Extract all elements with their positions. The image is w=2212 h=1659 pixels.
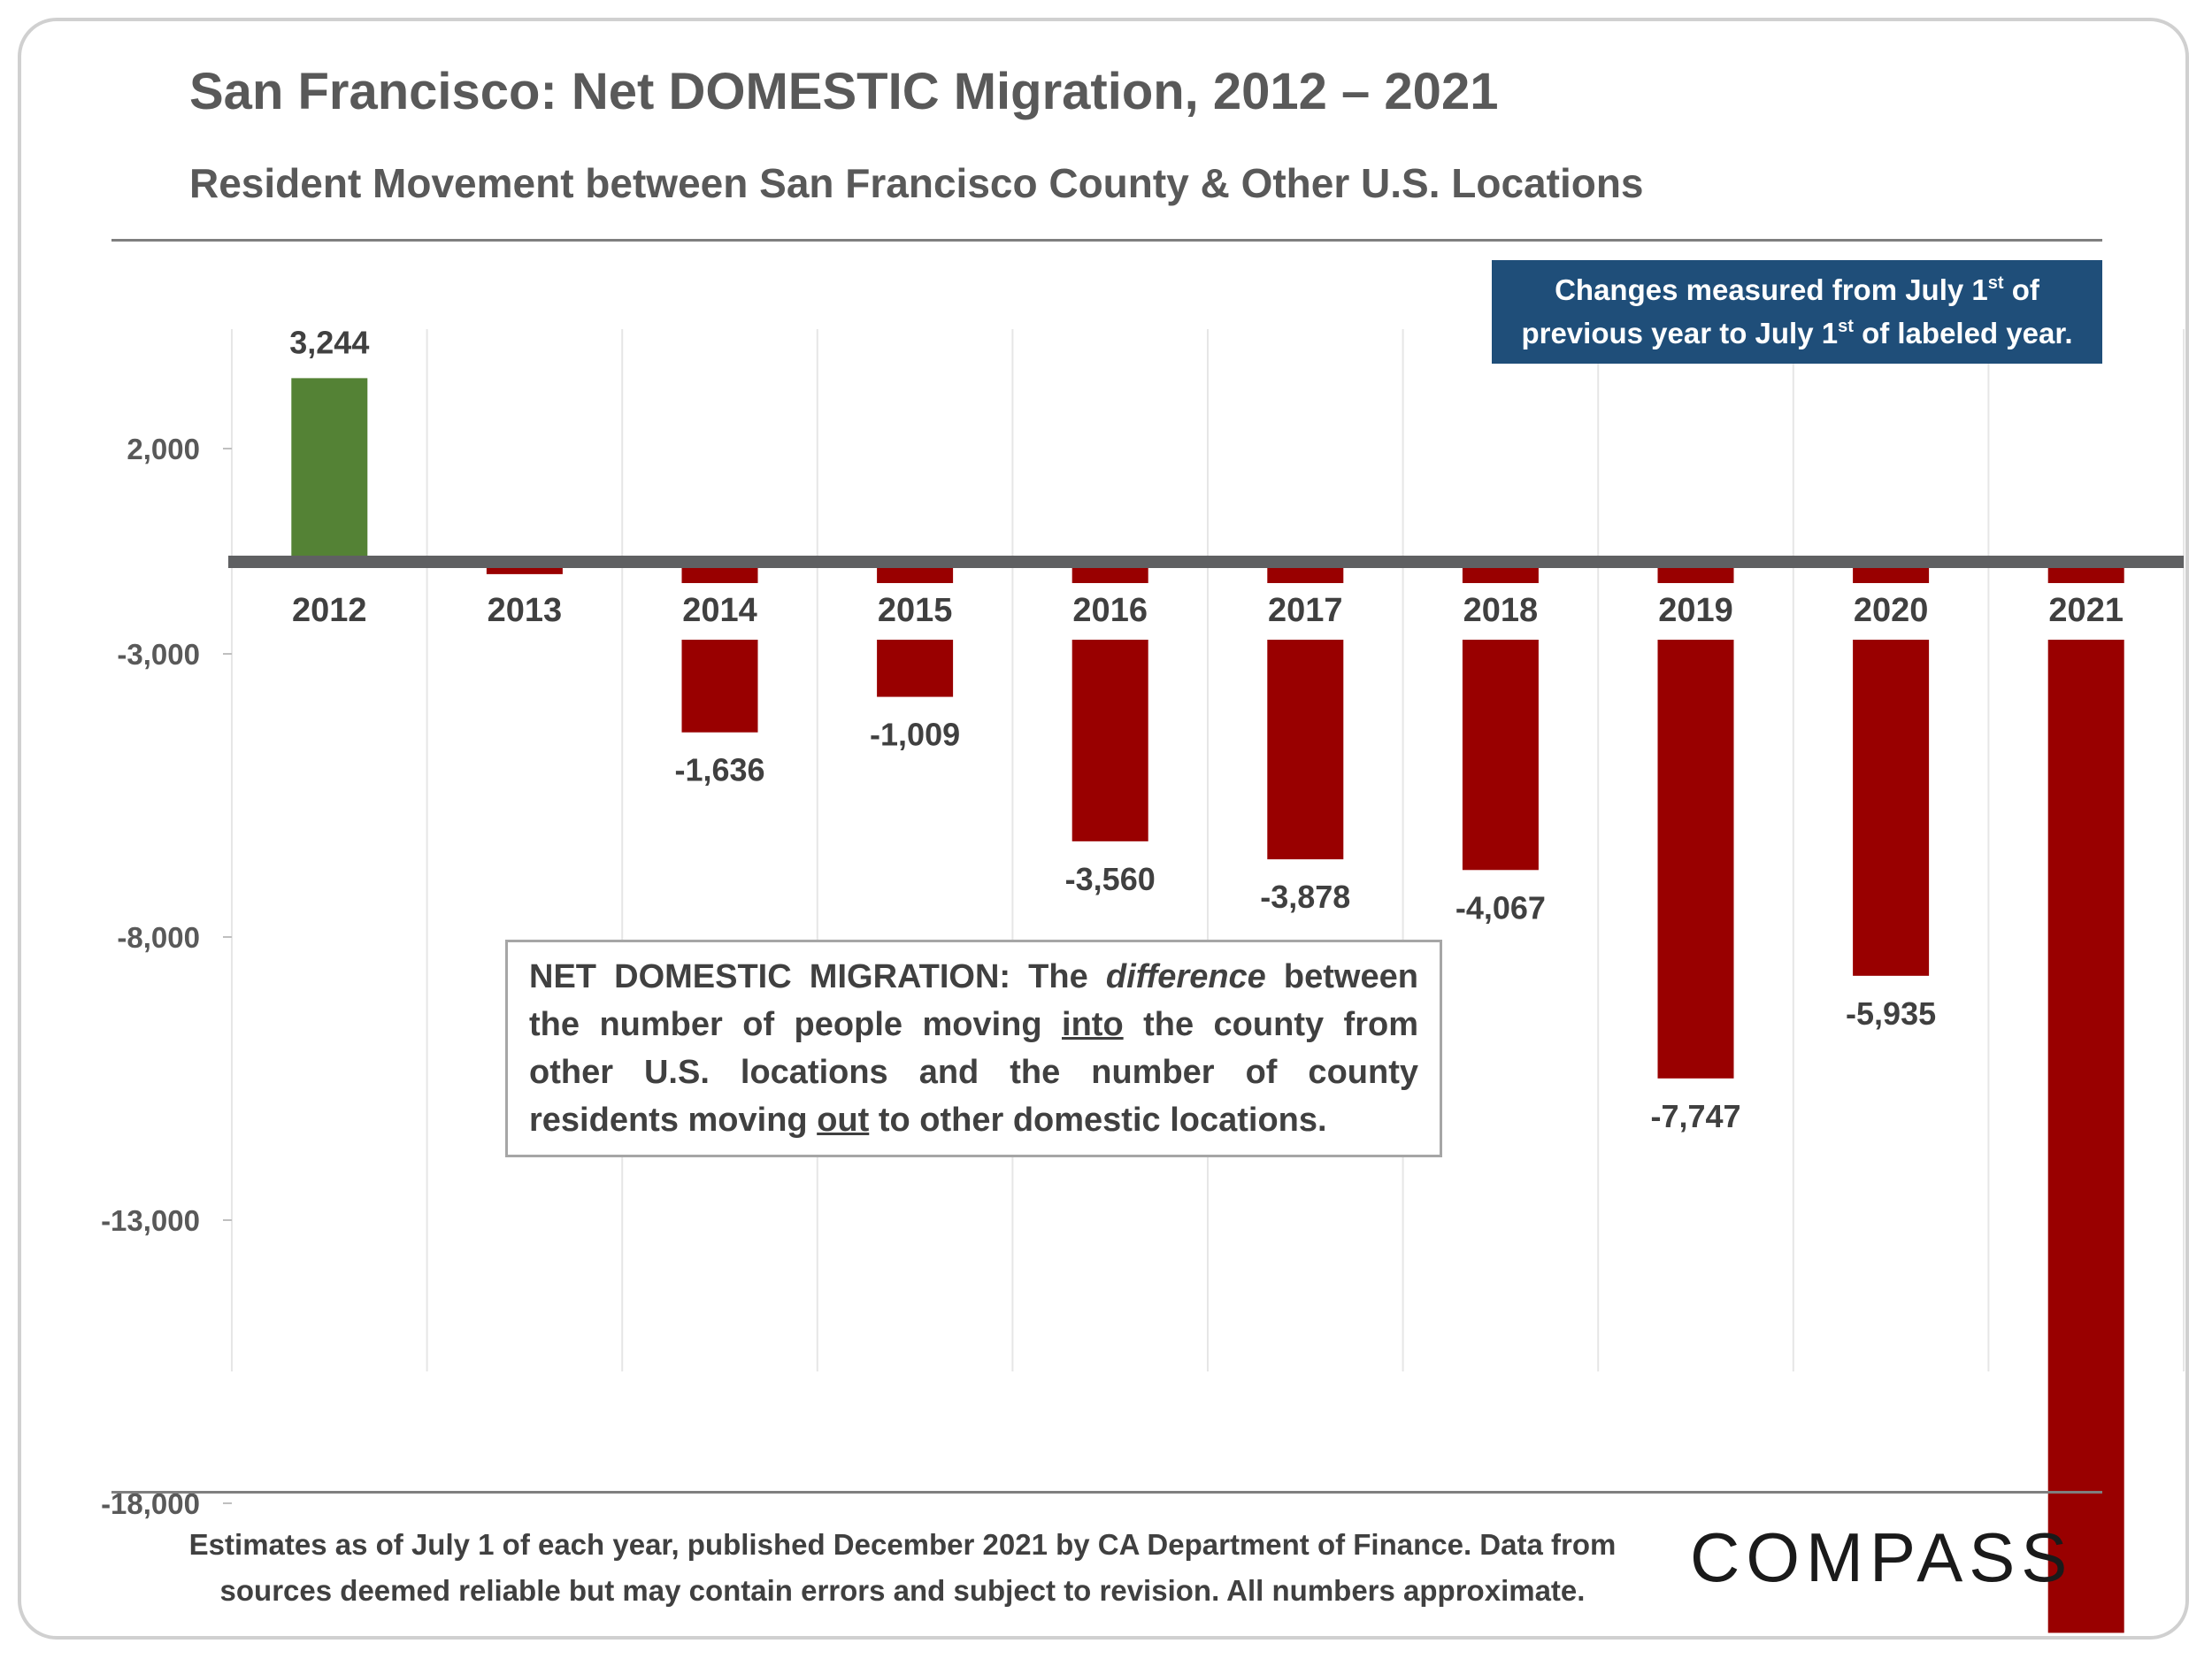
footer-divider	[111, 1491, 2102, 1494]
category-label: 2017	[1268, 592, 1343, 629]
chart-title: San Francisco: Net DOMESTIC Migration, 2…	[189, 63, 1499, 120]
y-axis: 2,000-3,000-8,000-13,000-18,000	[101, 433, 232, 1520]
bar-body-2016	[1071, 640, 1148, 841]
category-label: 2012	[292, 592, 367, 629]
footer-disclaimer: Estimates as of July 1 of each year, pub…	[177, 1522, 1628, 1614]
data-label: -5,935	[1846, 995, 1936, 1032]
category-label: 2016	[1072, 592, 1148, 629]
definition-text: The	[1010, 958, 1106, 995]
category-label: 2018	[1463, 592, 1539, 629]
footer-line-1: Estimates as of July 1 of each year, pub…	[188, 1528, 1617, 1561]
data-label: -1,636	[674, 752, 764, 788]
category-label: 2019	[1658, 592, 1733, 629]
measurement-note-line2: previous year to July 1st of labeled yea…	[1521, 317, 2073, 349]
definition-underline-out: out	[817, 1102, 870, 1139]
data-label: 3,244	[289, 324, 369, 360]
measurement-note-line1: Changes measured from July 1st of	[1555, 273, 2039, 306]
data-label: -17,538	[2032, 1652, 2140, 1659]
y-tick-label: -13,000	[101, 1204, 200, 1237]
bar-body-2014	[681, 640, 758, 733]
category-label: 2013	[488, 592, 563, 629]
definition-box: NET DOMESTIC MIGRATION: The difference b…	[505, 940, 1442, 1157]
grid-lines	[231, 329, 2185, 1371]
bar-body-2020	[1853, 640, 1930, 976]
data-label: -4,067	[1455, 889, 1546, 926]
definition-text: the county from other U.S. locations and…	[529, 1006, 1418, 1139]
definition-emphasis: difference	[1105, 958, 1266, 995]
bar-body-2015	[877, 640, 954, 697]
definition-underline-into: into	[1062, 1006, 1124, 1043]
data-labels: 2012 2013 2014 2015 2016 2017 2018 2019 2020 2021…	[289, 324, 2140, 1659]
data-label: -1,009	[870, 717, 960, 753]
bar-body-2018	[1462, 640, 1539, 871]
zero-baseline	[228, 556, 2184, 568]
y-tick-label: 2,000	[127, 433, 200, 465]
definition-term: NET DOMESTIC MIGRATION:	[529, 958, 1011, 995]
chart-subtitle: Resident Movement between San Francisco …	[189, 160, 1644, 206]
category-label: 2014	[682, 592, 757, 629]
data-label: -3,878	[1260, 879, 1350, 915]
category-label: 2020	[1854, 592, 1929, 629]
compass-logo: COMPASS	[1690, 1518, 2074, 1596]
bar-2012	[291, 378, 368, 562]
measurement-note: Changes measured from July 1st of previo…	[1492, 260, 2102, 364]
bars	[228, 378, 2184, 1633]
y-tick-label: -8,000	[117, 921, 200, 954]
footer-line-2: sources deemed reliable but may contain …	[219, 1574, 1586, 1607]
category-label: 2015	[878, 592, 953, 629]
bar-body-2017	[1267, 640, 1344, 860]
data-label: -3,560	[1065, 861, 1156, 897]
bar-body-2021	[2047, 640, 2124, 1633]
definition-text: to other domestic locations.	[869, 1102, 1327, 1139]
definition-text: between the number of people moving	[529, 958, 1418, 1043]
data-label: -7,747	[1650, 1098, 1740, 1134]
header-divider	[111, 239, 2102, 242]
category-label: 2021	[2048, 592, 2124, 629]
y-tick-label: -3,000	[117, 638, 200, 671]
bar-body-2019	[1657, 640, 1734, 1079]
